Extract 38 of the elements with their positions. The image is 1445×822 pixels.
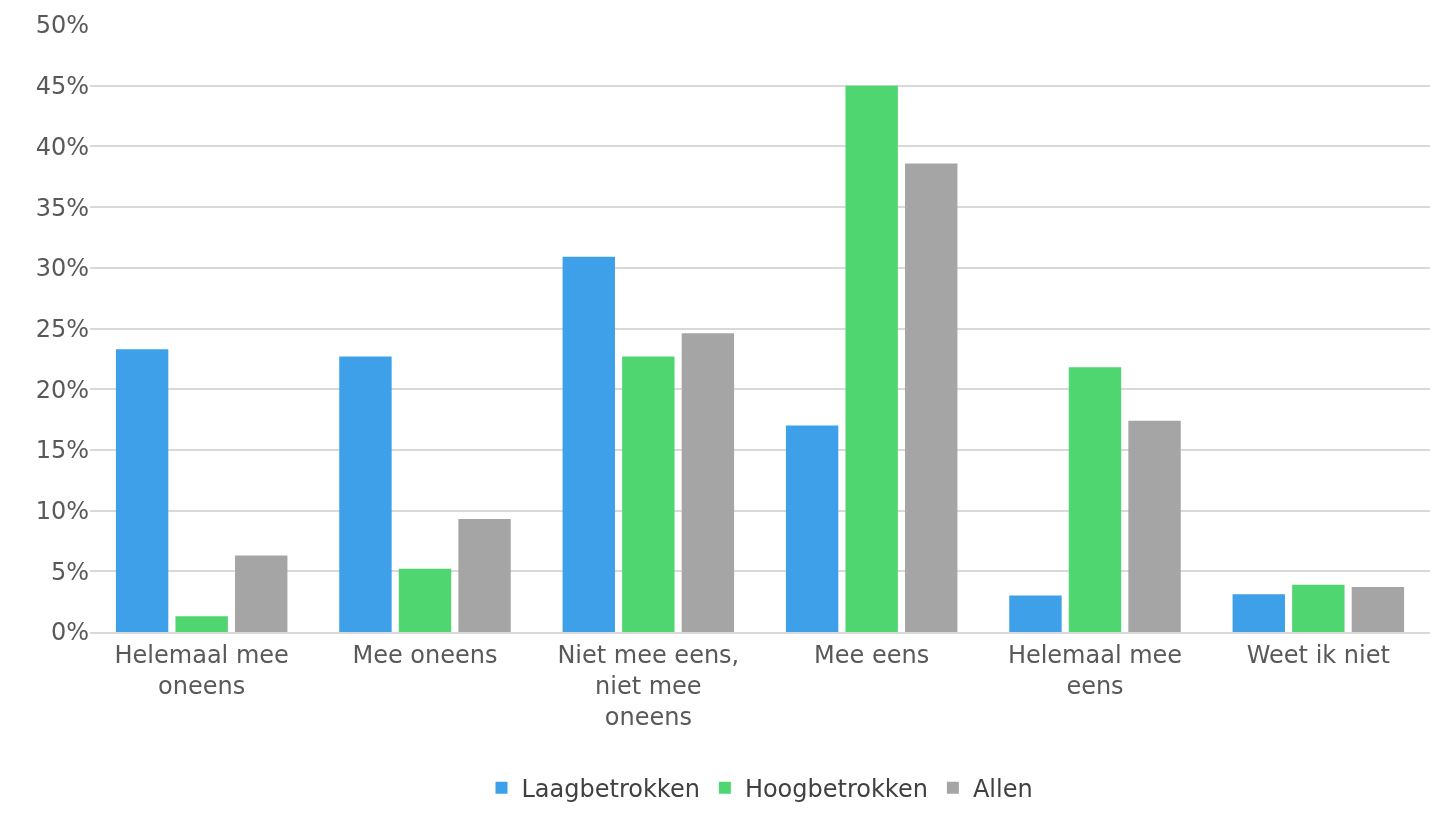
y-tick-label: 25% xyxy=(35,314,89,343)
y-tick-label: 35% xyxy=(35,193,89,222)
y-tick-label: 45% xyxy=(35,72,89,101)
bar xyxy=(1009,595,1062,632)
bar xyxy=(905,163,958,632)
bar xyxy=(175,616,228,632)
y-tick-label: 10% xyxy=(35,497,89,525)
x-tick-label: Mee oneens xyxy=(352,640,498,669)
y-tick-label: 40% xyxy=(35,132,89,161)
y-tick-label: 30% xyxy=(35,254,89,283)
bar xyxy=(1351,587,1405,632)
legend-label: Hoogbetrokken xyxy=(744,775,928,803)
y-tick-label: 20% xyxy=(35,375,89,404)
bar xyxy=(562,256,615,632)
bar xyxy=(235,555,288,632)
y-tick-label: 5% xyxy=(50,557,89,586)
bar xyxy=(1128,420,1181,632)
bar xyxy=(1292,584,1345,632)
x-tick-label: Helemaal mee eens xyxy=(1007,640,1183,700)
bar xyxy=(622,356,675,632)
bar xyxy=(1068,367,1122,632)
bar xyxy=(845,85,898,632)
x-tick-label: Weet ik niet xyxy=(1246,640,1390,669)
bar xyxy=(458,519,511,632)
bar xyxy=(785,425,839,632)
x-tick-label: Niet mee eens, niet mee oneens xyxy=(557,640,740,731)
x-tick-label: Helemaal mee oneens xyxy=(114,640,289,700)
bar xyxy=(1232,594,1285,632)
legend-label: Laagbetrokken xyxy=(521,775,700,803)
y-tick-label: 15% xyxy=(35,436,89,465)
y-tick-label: 50% xyxy=(35,11,89,40)
bar xyxy=(681,333,735,632)
x-tick-label: Mee eens xyxy=(814,640,930,669)
bar xyxy=(115,349,169,632)
bar xyxy=(398,568,452,632)
y-tick-label: 0% xyxy=(50,618,89,647)
bar xyxy=(339,356,392,632)
legend-label: Allen xyxy=(972,775,1033,803)
